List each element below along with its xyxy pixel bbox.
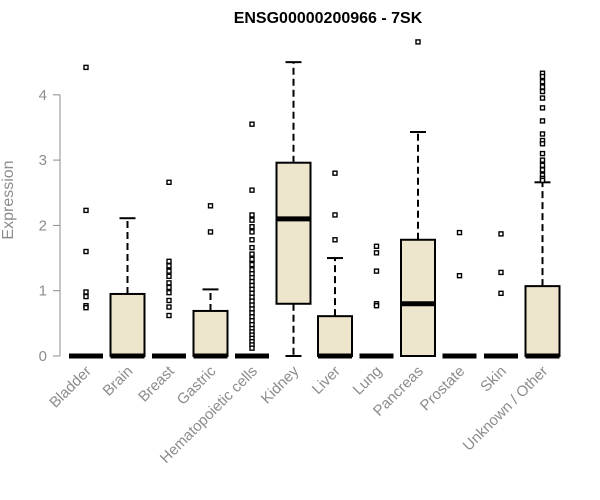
outlier-11-10: [539, 141, 546, 147]
outlier-6-1: [332, 212, 338, 218]
x-label-1: Brain: [100, 363, 137, 400]
box-rect-3: [192, 309, 229, 357]
outlier-9-0: [456, 229, 463, 236]
box-2: [152, 179, 186, 359]
outlier-2-8: [166, 297, 172, 304]
y-tick-label-4: 4: [39, 87, 47, 104]
outlier-3-0: [207, 203, 214, 209]
y-tick-label-3: 3: [39, 152, 47, 169]
outlier-11-1: [539, 73, 546, 80]
outlier-4-8: [249, 251, 255, 257]
boxes-group: [69, 39, 561, 359]
outlier-2-6: [166, 284, 172, 291]
outlier-4-4: [249, 224, 255, 230]
outlier-4-6: [249, 237, 255, 243]
outlier-3-1: [207, 229, 214, 235]
outlier-4-0: [249, 121, 255, 127]
outlier-4-32: [249, 345, 255, 351]
outlier-11-12: [539, 157, 546, 163]
box-rect-1: [109, 292, 146, 357]
outlier-6-0: [332, 170, 338, 176]
y-axis-label: Expression: [0, 160, 17, 239]
x-label-5: Kidney: [258, 362, 303, 407]
box-rect-8: [400, 238, 436, 358]
outlier-2-5: [166, 280, 172, 286]
outlier-7-0: [373, 243, 380, 249]
box-8: [400, 39, 436, 358]
outlier-11-8: [539, 131, 546, 137]
box-7: [359, 243, 394, 359]
outlier-2-10: [166, 312, 172, 319]
outlier-11-13: [539, 162, 546, 169]
outlier-4-5: [249, 229, 255, 235]
outlier-0-1: [83, 207, 89, 214]
box-10: [484, 231, 518, 359]
outlier-11-14: [539, 167, 546, 173]
box-11: [524, 70, 561, 359]
outlier-11-4: [539, 88, 546, 95]
outlier-10-2: [498, 290, 504, 297]
x-label-7: Lung: [350, 363, 386, 399]
outlier-4-2: [249, 212, 255, 218]
y-tick-label-0: 0: [39, 348, 47, 365]
outlier-2-9: [166, 304, 172, 310]
outlier-2-2: [166, 263, 172, 269]
outlier-11-6: [539, 105, 546, 111]
outlier-10-1: [498, 269, 504, 276]
box-5: [275, 61, 312, 357]
outlier-2-1: [166, 258, 172, 265]
y-tick-label-1: 1: [39, 283, 47, 300]
box-rect-6: [317, 315, 353, 357]
outlier-0-4: [83, 293, 89, 300]
outlier-11-7: [539, 118, 546, 124]
box-1: [109, 217, 146, 359]
outlier-7-1: [373, 250, 380, 256]
outlier-11-11: [539, 150, 546, 157]
outlier-4-7: [249, 244, 255, 251]
outlier-2-3: [166, 268, 172, 274]
outlier-11-17: [539, 177, 546, 184]
box-0: [69, 64, 103, 359]
outlier-0-6: [83, 304, 89, 311]
outlier-4-9: [249, 256, 255, 263]
outlier-0-2: [83, 248, 89, 255]
box-4: [235, 121, 269, 359]
x-label-9: Prostate: [417, 363, 469, 415]
x-label-10: Skin: [477, 363, 510, 396]
box-6: [317, 170, 353, 359]
outlier-4-3: [249, 217, 255, 223]
box-9: [442, 229, 477, 359]
outlier-7-4: [373, 303, 380, 309]
x-label-6: Liver: [309, 363, 344, 398]
chart-title: ENSG00000200966 - 7SK: [234, 10, 423, 27]
y-axis: 0 1 2 3 4: [39, 87, 61, 365]
box-rect-11: [524, 285, 561, 357]
x-label-2: Breast: [135, 362, 178, 405]
outlier-11-3: [539, 84, 546, 90]
outlier-4-10: [249, 261, 255, 268]
outlier-2-7: [166, 289, 172, 296]
outlier-4-1: [249, 187, 255, 193]
x-label-0: Bladder: [46, 363, 95, 412]
outlier-0-3: [83, 289, 89, 295]
box-3: [192, 203, 229, 359]
outlier-11-2: [539, 79, 546, 85]
box-rect-5: [275, 161, 312, 305]
outlier-8-0: [415, 39, 421, 45]
outlier-0-0: [83, 64, 89, 71]
outlier-9-1: [456, 272, 463, 279]
outlier-6-2: [332, 237, 338, 243]
outlier-10-0: [498, 231, 504, 237]
outlier-11-5: [539, 95, 546, 101]
outlier-2-0: [166, 179, 172, 186]
outlier-7-2: [373, 268, 380, 274]
y-tick-label-2: 2: [39, 217, 47, 234]
outlier-2-4: [166, 273, 172, 280]
